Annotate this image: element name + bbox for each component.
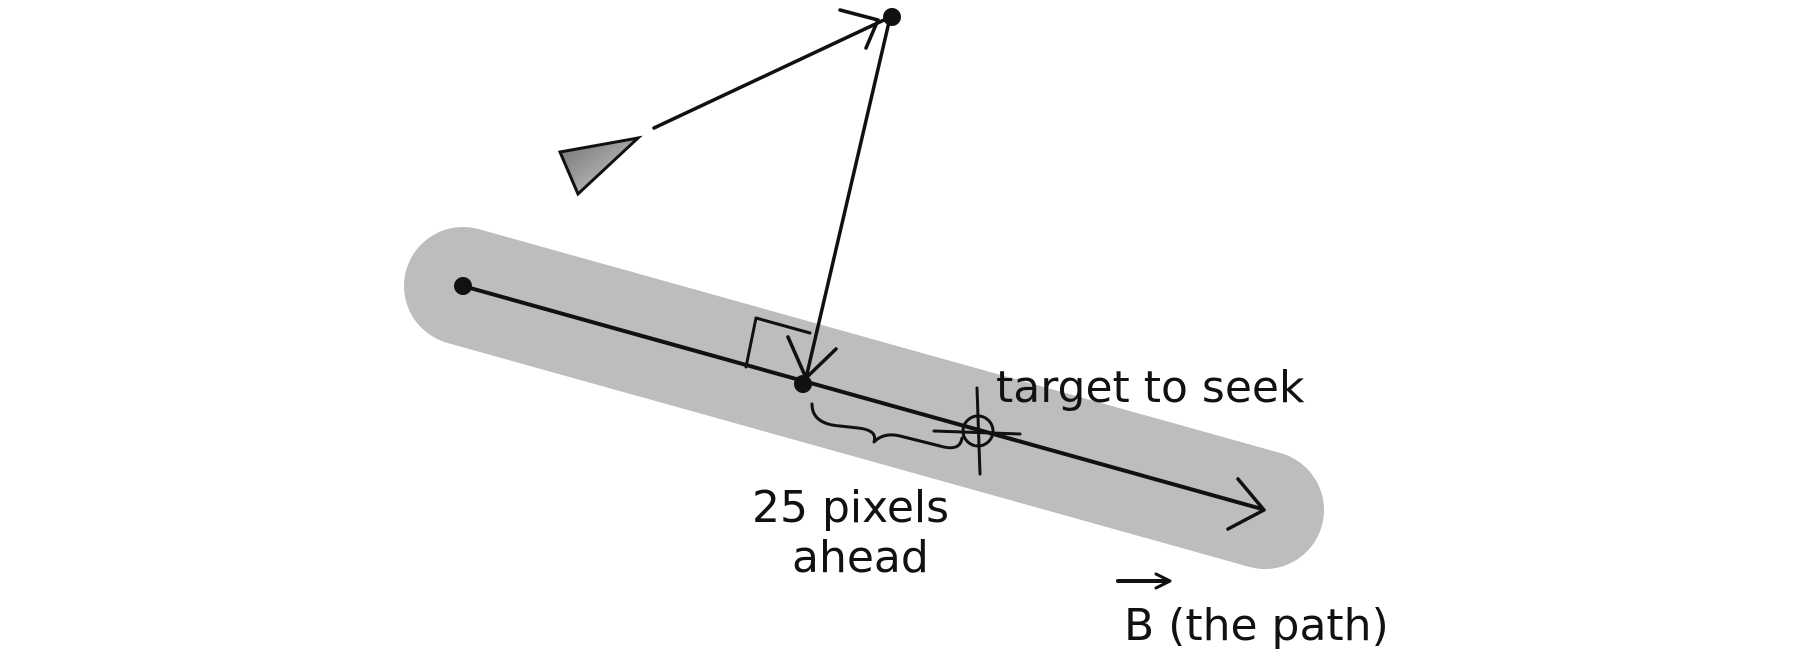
target-label: target to seek xyxy=(996,362,1305,413)
path-label: B (the path) xyxy=(1124,600,1389,649)
right-angle-marker xyxy=(744,316,812,369)
target-crosshair-icon xyxy=(932,386,1022,476)
velocity-arrowhead xyxy=(838,8,880,50)
vehicle-icon xyxy=(557,135,643,197)
path-vector-arrowhead xyxy=(1154,572,1172,590)
normal-point xyxy=(794,375,812,393)
offset-label-line2: ahead xyxy=(792,532,929,583)
path-start-point xyxy=(454,277,472,295)
offset-brace xyxy=(810,402,964,450)
path-line xyxy=(461,284,1264,511)
path-arrowhead xyxy=(1226,477,1266,531)
velocity-line xyxy=(652,18,886,130)
projection-line xyxy=(804,20,891,380)
future-position-point xyxy=(883,8,901,26)
offset-label-line1: 25 pixels xyxy=(752,482,949,533)
